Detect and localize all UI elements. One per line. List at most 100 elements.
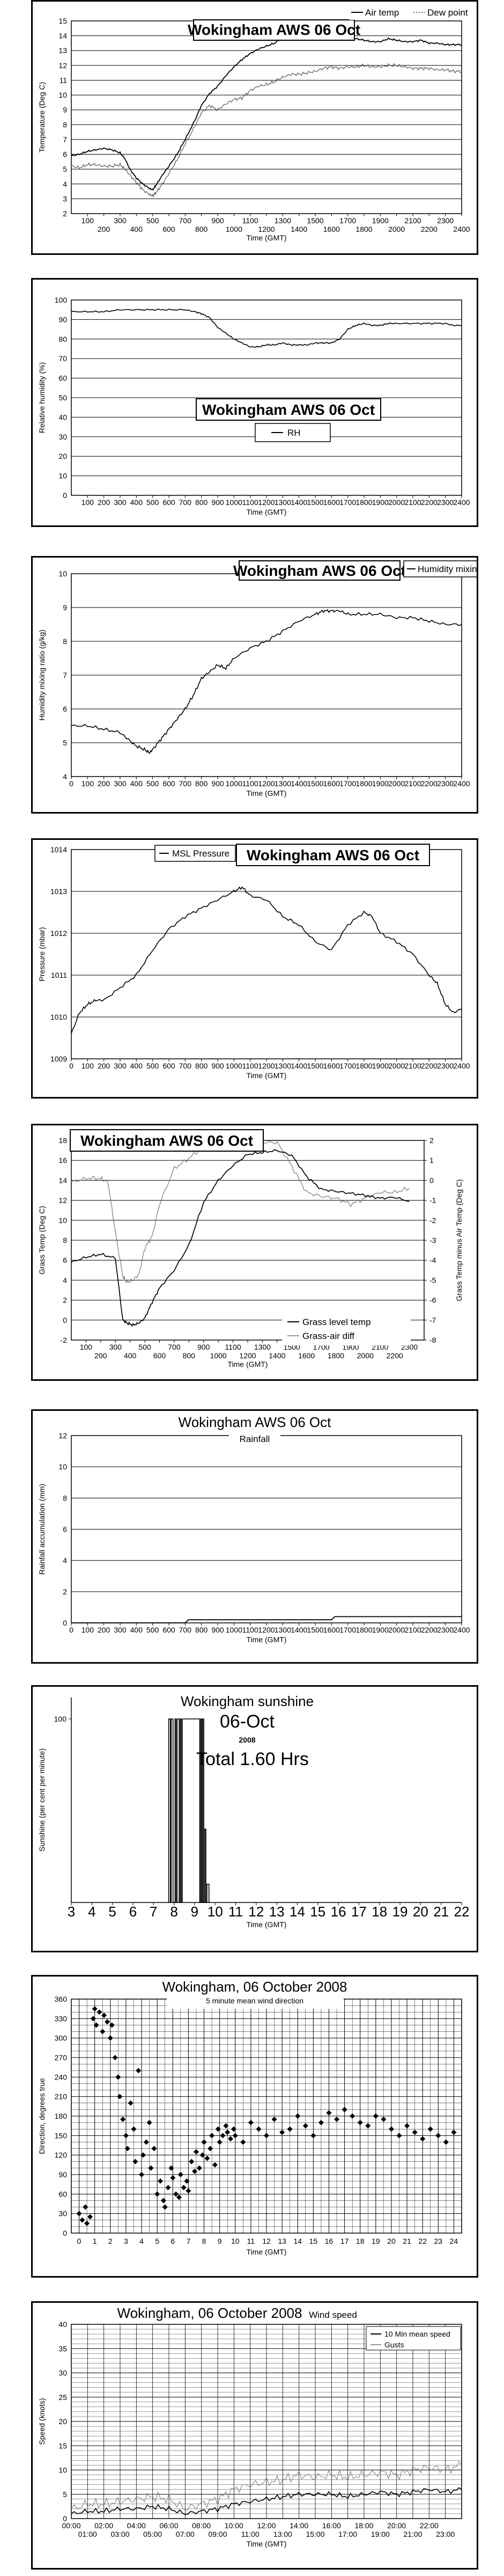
direction-point	[84, 2220, 90, 2226]
x-tick-label: 2000	[388, 779, 405, 788]
x-tick-label: 500	[146, 779, 159, 788]
direction-point	[264, 2133, 269, 2139]
direction-point	[117, 2094, 123, 2099]
x-tick-label: 8	[170, 1904, 177, 1920]
chart-title-box	[236, 844, 430, 866]
x-tick-label: 2400	[453, 1626, 470, 1634]
direction-point	[112, 2055, 118, 2060]
x-tick-label: 1800	[355, 225, 372, 233]
y-tick-label: 360	[55, 1995, 68, 2003]
x-tick-label: 900	[211, 216, 224, 225]
y-tick-label: 240	[55, 2073, 68, 2081]
x-tick-label: 1300	[275, 779, 291, 788]
x-tick-label: 18:00	[354, 2521, 373, 2530]
y-tick-label: 0	[63, 1316, 67, 1324]
direction-point	[240, 2139, 246, 2145]
plot-area	[71, 849, 462, 1059]
msl-pressure-chart: 1009 1010 1011 1012 1013 1014 0 100 200 300 400 500…	[38, 844, 470, 1080]
x-tick-label: 1300	[275, 1062, 291, 1070]
x-tick-label: 2100	[404, 1062, 421, 1070]
x-tick-label: 11	[247, 2237, 255, 2245]
x-tick-label: 1900	[372, 498, 389, 507]
direction-point	[140, 2152, 146, 2158]
y-tick-label: 10	[58, 569, 67, 578]
x-tick-label: 800	[195, 498, 208, 507]
x-tick-label: 22	[418, 2237, 427, 2245]
x-tick-label: 1200	[239, 1351, 256, 1360]
x-tick-label: 1600	[323, 779, 340, 788]
x-tick-label: 700	[179, 216, 192, 225]
x-tick-label: 1800	[355, 1626, 372, 1634]
y-tick-label: 8	[63, 1236, 67, 1245]
x-tick-label: 17	[340, 2237, 349, 2245]
x-tick-label: 800	[183, 1351, 196, 1360]
x-tick-label: 6	[129, 1904, 137, 1920]
x-tick-label: 1400	[269, 1351, 285, 1360]
msl-pressure-line	[71, 886, 462, 1034]
x-tick-label: 1500	[307, 779, 323, 788]
y-tick-label: 5	[63, 2490, 67, 2499]
x-tick-label: 1500	[307, 1062, 323, 1070]
y-tick-label: 15	[58, 17, 67, 25]
x-tick-label: 1900	[372, 216, 389, 225]
y-tick-label: 70	[58, 354, 67, 363]
x-tick-label: 03:00	[110, 2530, 129, 2538]
x-tick-label: 11	[228, 1904, 243, 1920]
y-tick-label: 6	[63, 1256, 67, 1264]
direction-point	[412, 2129, 418, 2135]
chart-title: Wokingham AWS 06 Oct	[202, 401, 375, 418]
y-tick-label: 25	[58, 2393, 67, 2402]
y-tick-label: 8	[63, 1494, 67, 1502]
x-tick-label: 1300	[275, 1626, 291, 1634]
chart-title: Wokingham AWS 06 Oct	[233, 562, 406, 579]
x-tick-label: 2200	[421, 1062, 438, 1070]
air-temp-line	[71, 25, 462, 191]
x-tick-label: 20	[387, 2237, 396, 2245]
x-tick-label: 0	[69, 1062, 73, 1070]
x-tick-label: 05:00	[143, 2530, 162, 2538]
direction-point	[123, 2133, 129, 2139]
y-tick-label: 9	[63, 106, 67, 114]
x-tick-label: 600	[162, 498, 175, 507]
direction-point	[435, 2133, 441, 2139]
x-tick-label: 1200	[258, 779, 275, 788]
direction-point	[90, 2016, 96, 2022]
chart-title: Wokingham AWS 06 Oct	[80, 1132, 253, 1149]
x-tick-label: 2300	[437, 1626, 454, 1634]
x-tick-label: 100	[81, 498, 94, 507]
x-tick-label: 400	[130, 225, 143, 233]
y-tick-label: 180	[55, 2112, 68, 2120]
x-tick-label: 1800	[328, 1351, 344, 1360]
x-tick-label: 2400	[453, 1062, 470, 1070]
direction-point	[97, 2009, 102, 2015]
direction-point	[248, 2120, 254, 2126]
x-tick-label: 4	[88, 1904, 95, 1920]
y2-tick-label: -4	[429, 1256, 436, 1264]
x-tick-label: 900	[211, 1062, 224, 1070]
x-tick-label: 18	[372, 1904, 387, 1920]
chart-title-box	[196, 398, 381, 421]
x-tick-label: 200	[98, 779, 110, 788]
direction-point	[154, 2191, 160, 2197]
wind-speed-chart-panel: 0 5 10 15 20 25 30 35 40 00:00 02:00 04:00 06:00 08:0…	[31, 2301, 478, 2570]
y-tick-label: 0	[63, 2229, 67, 2237]
x-axis-label: Time (GMT)	[247, 233, 287, 242]
chart-title-box	[239, 560, 401, 581]
y-tick-label: 4	[63, 1556, 67, 1565]
x-tick-label: 200	[98, 225, 110, 233]
direction-point	[326, 2110, 332, 2116]
x-tick-label: 900	[211, 498, 224, 507]
x-tick-label: 1400	[291, 225, 307, 233]
y-tick-label: 10	[58, 472, 67, 480]
y-tick-label: 3	[63, 194, 67, 203]
x-tick-label: 2300	[437, 216, 454, 225]
y-tick-label: 330	[55, 2014, 68, 2023]
x-tick-label: 500	[146, 1626, 159, 1634]
rh-line	[71, 309, 462, 348]
direction-point	[162, 2204, 168, 2210]
x-tick-label: 600	[162, 225, 175, 233]
x-tick-label: 10:00	[225, 2521, 243, 2530]
humidity-mixing-ratio-line	[71, 609, 462, 755]
direction-point	[170, 2175, 176, 2181]
grass-temp-chart: -202468101214161810020030040050060070080…	[38, 1129, 463, 1368]
